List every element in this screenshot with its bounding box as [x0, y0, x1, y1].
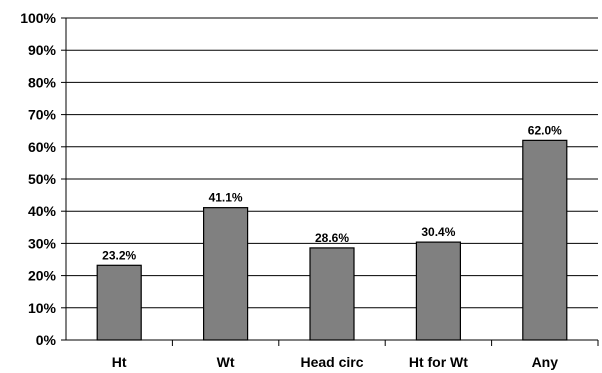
bar-any	[522, 139, 568, 341]
x-tick-label: Wt	[217, 354, 235, 370]
gridlines	[66, 17, 598, 309]
y-tick-label: 0%	[36, 332, 57, 348]
data-label: 41.1%	[209, 191, 243, 205]
data-labels: 23.2% 41.1% 28.6% 30.4% 62.0%	[102, 123, 562, 262]
y-tick-label: 90%	[28, 42, 57, 58]
y-tick-label: 70%	[28, 107, 57, 123]
y-tick-label: 40%	[28, 203, 57, 219]
y-tick-label: 80%	[28, 74, 57, 90]
y-tick-label: 60%	[28, 139, 57, 155]
data-label: 23.2%	[102, 248, 136, 262]
y-tick-labels: 0% 10% 20% 30% 40% 50% 60% 70% 80% 90% 100%	[20, 10, 56, 348]
y-tick-label: 10%	[28, 300, 57, 316]
x-tick-label: Head circ	[300, 354, 363, 370]
x-tick-label: Ht	[112, 354, 127, 370]
x-tick-labels: Ht Wt Head circ Ht for Wt Any	[112, 354, 558, 370]
y-tick-label: 100%	[20, 10, 56, 26]
x-tick-label: Any	[532, 354, 559, 370]
axes	[61, 17, 599, 346]
y-tick-label: 50%	[28, 171, 57, 187]
bar-wt	[203, 207, 249, 341]
data-label: 28.6%	[315, 231, 349, 245]
bar-ht-for-wt	[415, 241, 461, 341]
y-tick-label: 30%	[28, 235, 57, 251]
bar-ht	[96, 264, 142, 341]
data-label: 30.4%	[421, 225, 455, 239]
x-tick-label: Ht for Wt	[409, 354, 468, 370]
data-label: 62.0%	[528, 123, 562, 137]
y-tick-label: 20%	[28, 268, 57, 284]
bar-head-circ	[309, 247, 355, 341]
